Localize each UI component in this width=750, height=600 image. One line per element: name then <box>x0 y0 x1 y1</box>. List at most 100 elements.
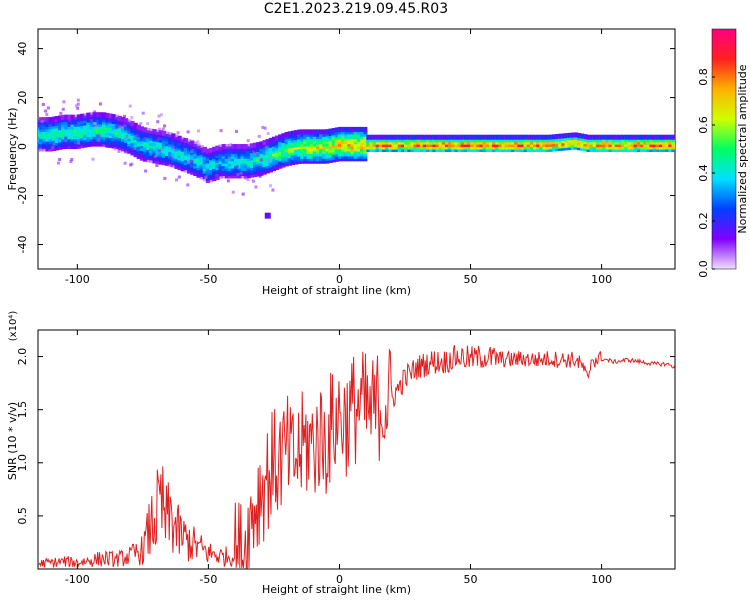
heatmap-cell <box>267 158 271 162</box>
heatmap-cell <box>62 100 66 104</box>
heatmap-cell <box>567 132 572 138</box>
heatmap-cell <box>134 133 138 137</box>
heatmap-cell <box>51 146 55 150</box>
heatmap-cell <box>586 134 591 140</box>
heatmap-cell <box>466 134 472 140</box>
heatmap-cell <box>204 175 208 179</box>
heatmap-cell <box>268 184 272 188</box>
heatmap-cell <box>183 138 189 144</box>
heatmap-cell <box>410 134 415 140</box>
heatmap-cell <box>219 129 223 133</box>
heatmap-cell <box>259 158 263 162</box>
heatmap-cell <box>268 137 273 143</box>
heatmap-cell <box>372 134 377 140</box>
heatmap-cell <box>68 118 72 122</box>
heatmap-cell <box>438 134 443 140</box>
heatmap-cell <box>52 142 56 146</box>
heatmap-cell <box>48 117 53 123</box>
heatmap-cell <box>504 134 509 140</box>
heatmap-cell <box>448 134 453 140</box>
heatmap-cell <box>70 114 75 120</box>
heatmap-cell <box>363 126 368 132</box>
heatmap-cell <box>77 141 81 145</box>
heatmap-cell <box>246 178 250 182</box>
heatmap-cell <box>131 146 135 150</box>
heatmap-cell <box>98 102 102 106</box>
heatmap-cell <box>668 134 673 140</box>
heatmap-cell <box>226 179 230 183</box>
colorbar-tick-label: 0.2 <box>697 212 710 230</box>
heatmap-cell <box>533 134 538 140</box>
heatmap-cell <box>169 163 173 167</box>
heatmap-cell <box>224 144 229 150</box>
heatmap-cell <box>69 160 73 164</box>
heatmap-cell <box>284 132 289 138</box>
heatmap-ylabel: Frequency (Hz) <box>6 108 19 191</box>
heatmap-cell <box>561 133 566 139</box>
heatmap-cell <box>592 134 597 140</box>
heatmap-cell <box>482 134 487 140</box>
snr-ytick-label: 1.5 <box>16 401 29 419</box>
heatmap-cells <box>38 98 675 219</box>
heatmap-cell <box>80 113 85 119</box>
heatmap-cell <box>93 110 97 114</box>
heatmap-cell <box>272 165 276 169</box>
heatmap-cell <box>236 172 240 176</box>
heatmap-cell <box>251 179 255 183</box>
colorbar-tick-label: 0.6 <box>697 116 710 134</box>
snr-xtick-label: -100 <box>65 573 90 586</box>
heatmap-cell <box>375 134 380 140</box>
heatmap-cell <box>407 134 412 140</box>
heatmap-cell <box>643 134 648 140</box>
heatmap-cell <box>646 134 651 140</box>
heatmap-cell <box>551 134 557 140</box>
snr-xlabel: Height of straight line (km) <box>262 583 411 596</box>
heatmap-cell <box>454 134 459 140</box>
heatmap-cell <box>45 112 49 116</box>
heatmap-cell <box>595 134 601 140</box>
snr-xtick-label: 0 <box>336 573 343 586</box>
heatmap-cell <box>235 164 239 168</box>
heatmap-cell <box>558 133 563 139</box>
heatmap-cell <box>385 134 390 140</box>
heatmap-cell <box>234 144 239 150</box>
heatmap-cell <box>460 134 465 140</box>
heatmap-cell <box>114 114 119 120</box>
heatmap-cell <box>122 114 126 118</box>
heatmap-cell <box>492 134 497 140</box>
heatmap-cell <box>275 135 280 141</box>
heatmap-cell <box>548 134 553 140</box>
heatmap-cell <box>199 145 204 151</box>
snr-ytick-label: 1.0 <box>16 454 29 472</box>
heatmap-cell <box>639 134 645 140</box>
heatmap-cell <box>382 134 387 140</box>
heatmap-cell <box>244 176 248 180</box>
heatmap-cell <box>360 126 365 132</box>
heatmap-cell <box>369 134 374 140</box>
heatmap-cell <box>344 126 349 132</box>
heatmap-cell <box>671 134 675 140</box>
heatmap-cell <box>163 176 167 180</box>
heatmap-cell <box>73 114 78 120</box>
heatmap-cell <box>608 134 613 140</box>
heatmap-cell <box>146 122 150 126</box>
heatmap-cell <box>160 147 164 151</box>
heatmap-cell <box>196 129 200 133</box>
heatmap-cell <box>649 134 654 140</box>
heatmap-cell <box>432 134 437 140</box>
heatmap-cell <box>229 143 233 147</box>
heatmap-cell <box>246 143 251 149</box>
heatmap-cell <box>633 134 638 140</box>
heatmap-cell <box>205 148 211 154</box>
heatmap-cell <box>89 112 94 118</box>
heatmap-cell <box>113 147 117 151</box>
heatmap-cell <box>589 134 594 140</box>
heatmap-cell <box>266 131 270 135</box>
heatmap-cell <box>219 147 223 151</box>
heatmap-cell <box>526 134 531 140</box>
heatmap-cell <box>225 155 229 159</box>
heatmap-cell <box>602 134 607 140</box>
heatmap-cell <box>221 144 226 150</box>
heatmap-cell <box>249 143 255 149</box>
heatmap-cell <box>256 153 260 157</box>
